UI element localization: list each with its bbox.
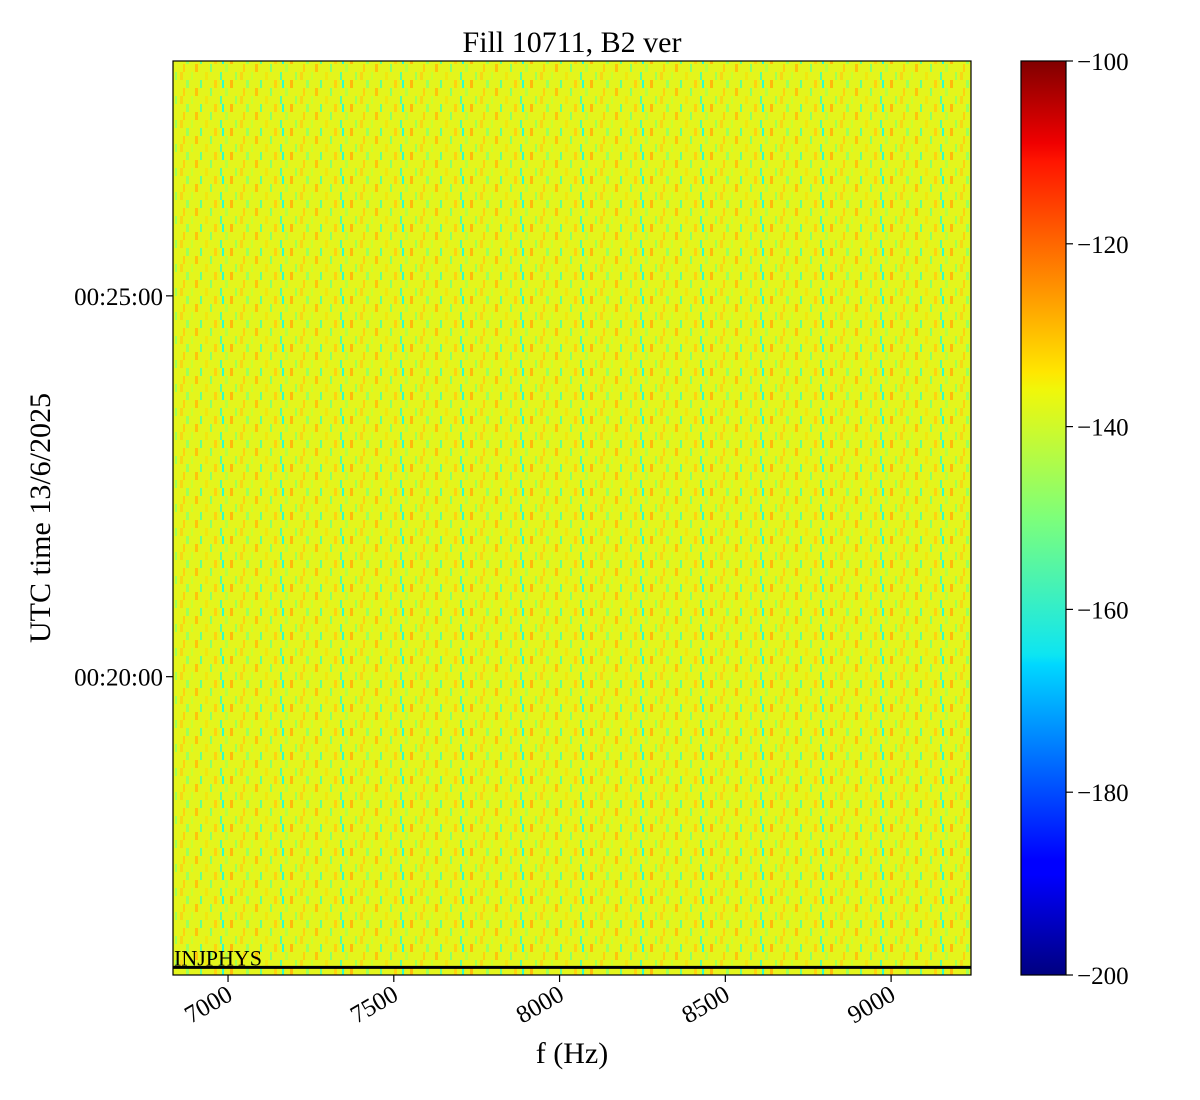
x-tick-label: 9000 bbox=[843, 981, 900, 1029]
annotation-label: INJPHYS bbox=[174, 945, 262, 970]
colorbar-tick-label: −200 bbox=[1077, 963, 1129, 990]
x-tick-label: 7500 bbox=[346, 981, 403, 1029]
colorbar-tick-label: −180 bbox=[1077, 780, 1129, 807]
plot-frame bbox=[172, 60, 972, 976]
x-tick-label: 8500 bbox=[678, 981, 735, 1029]
colorbar bbox=[1020, 60, 1067, 976]
y-tick-label: 00:20:00 bbox=[74, 665, 163, 692]
colorbar-tick-label: −140 bbox=[1077, 415, 1129, 442]
y-axis-label: UTC time 13/6/2025 bbox=[24, 393, 57, 643]
heatmap bbox=[173, 61, 971, 975]
colorbar-tick-label: −100 bbox=[1077, 49, 1129, 76]
chart-title: Fill 10711, B2 ver bbox=[463, 26, 682, 59]
y-tick-label: 00:25:00 bbox=[74, 284, 163, 311]
x-axis-label: f (Hz) bbox=[536, 1037, 608, 1070]
x-tick-label: 7000 bbox=[180, 981, 237, 1029]
colorbar-tick-label: −120 bbox=[1077, 232, 1129, 259]
x-tick-label: 8000 bbox=[512, 981, 569, 1029]
colorbar-tick-label: −160 bbox=[1077, 597, 1129, 624]
